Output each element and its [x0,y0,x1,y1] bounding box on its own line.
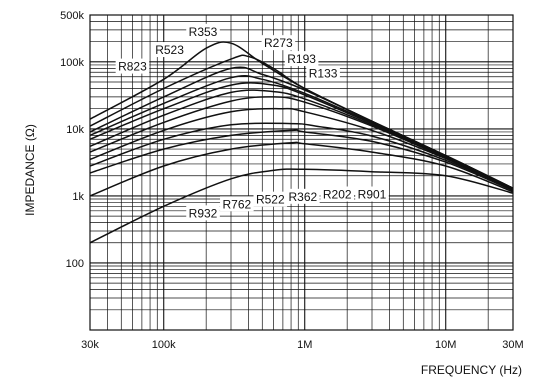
series-line-r362 [89,129,514,192]
series-label-r133: R133 [309,67,338,81]
x-tick-label: 10M [435,339,456,351]
series-labels: R353 R273 R523 R193 R823 R133 R932 R762 R522 R362… [115,23,389,221]
series-label-bg [355,186,389,202]
series-label-bg [220,196,254,212]
series-label-bg [253,191,288,207]
series-label-r823: R823 [118,60,147,74]
series-label-r193: R193 [287,52,316,66]
series-label-r762: R762 [222,197,251,211]
x-tick-label: 1M [297,339,312,351]
y-tick-label: 100k [60,57,84,69]
series-label-r523: R523 [155,43,184,57]
series-line-r522 [89,122,514,191]
tick-labels: 30k 100k 1M 10M 30M 100 1k 10k 100k 500k [60,10,524,351]
series-line-r762 [89,107,514,191]
series-label-bg [286,188,320,204]
y-tick-label: 500k [60,10,84,22]
series-label-bg [306,65,340,81]
series-label-r273: R273 [264,36,293,50]
series-label-bg [284,51,319,67]
x-tick-label: 30M [502,339,523,351]
series-label-r901: R901 [358,188,387,202]
series-label-bg [320,186,355,202]
x-axis-label: FREQUENCY (Hz) [421,363,522,377]
y-tick-label: 1k [72,191,84,203]
series-label-bg [186,205,220,221]
series-lines [89,41,514,244]
series-label-r202: R202 [323,188,352,202]
series-label-bg [186,23,220,39]
y-axis-label: IMPEDANCE (Ω) [23,124,37,216]
series-line-r901 [89,168,514,244]
series-line-r823 [89,82,514,189]
series-label-r362: R362 [289,190,318,204]
series-label-bg [261,35,296,51]
series-label-r522: R522 [256,193,285,207]
y-tick-label: 100 [66,258,84,270]
series-line-r202 [89,141,514,197]
series-label-r353: R353 [189,25,218,39]
series-label-bg [152,42,187,58]
series-line-r932 [89,96,514,189]
series-label-bg [115,58,150,74]
x-tick-label: 100k [152,339,176,351]
series-line-r273 [89,54,514,189]
x-tick-label: 30k [81,339,99,351]
axis-titles: FREQUENCY (Hz) IMPEDANCE (Ω) [23,124,522,377]
y-tick-label: 10k [66,124,84,136]
series-label-r932: R932 [189,206,218,220]
